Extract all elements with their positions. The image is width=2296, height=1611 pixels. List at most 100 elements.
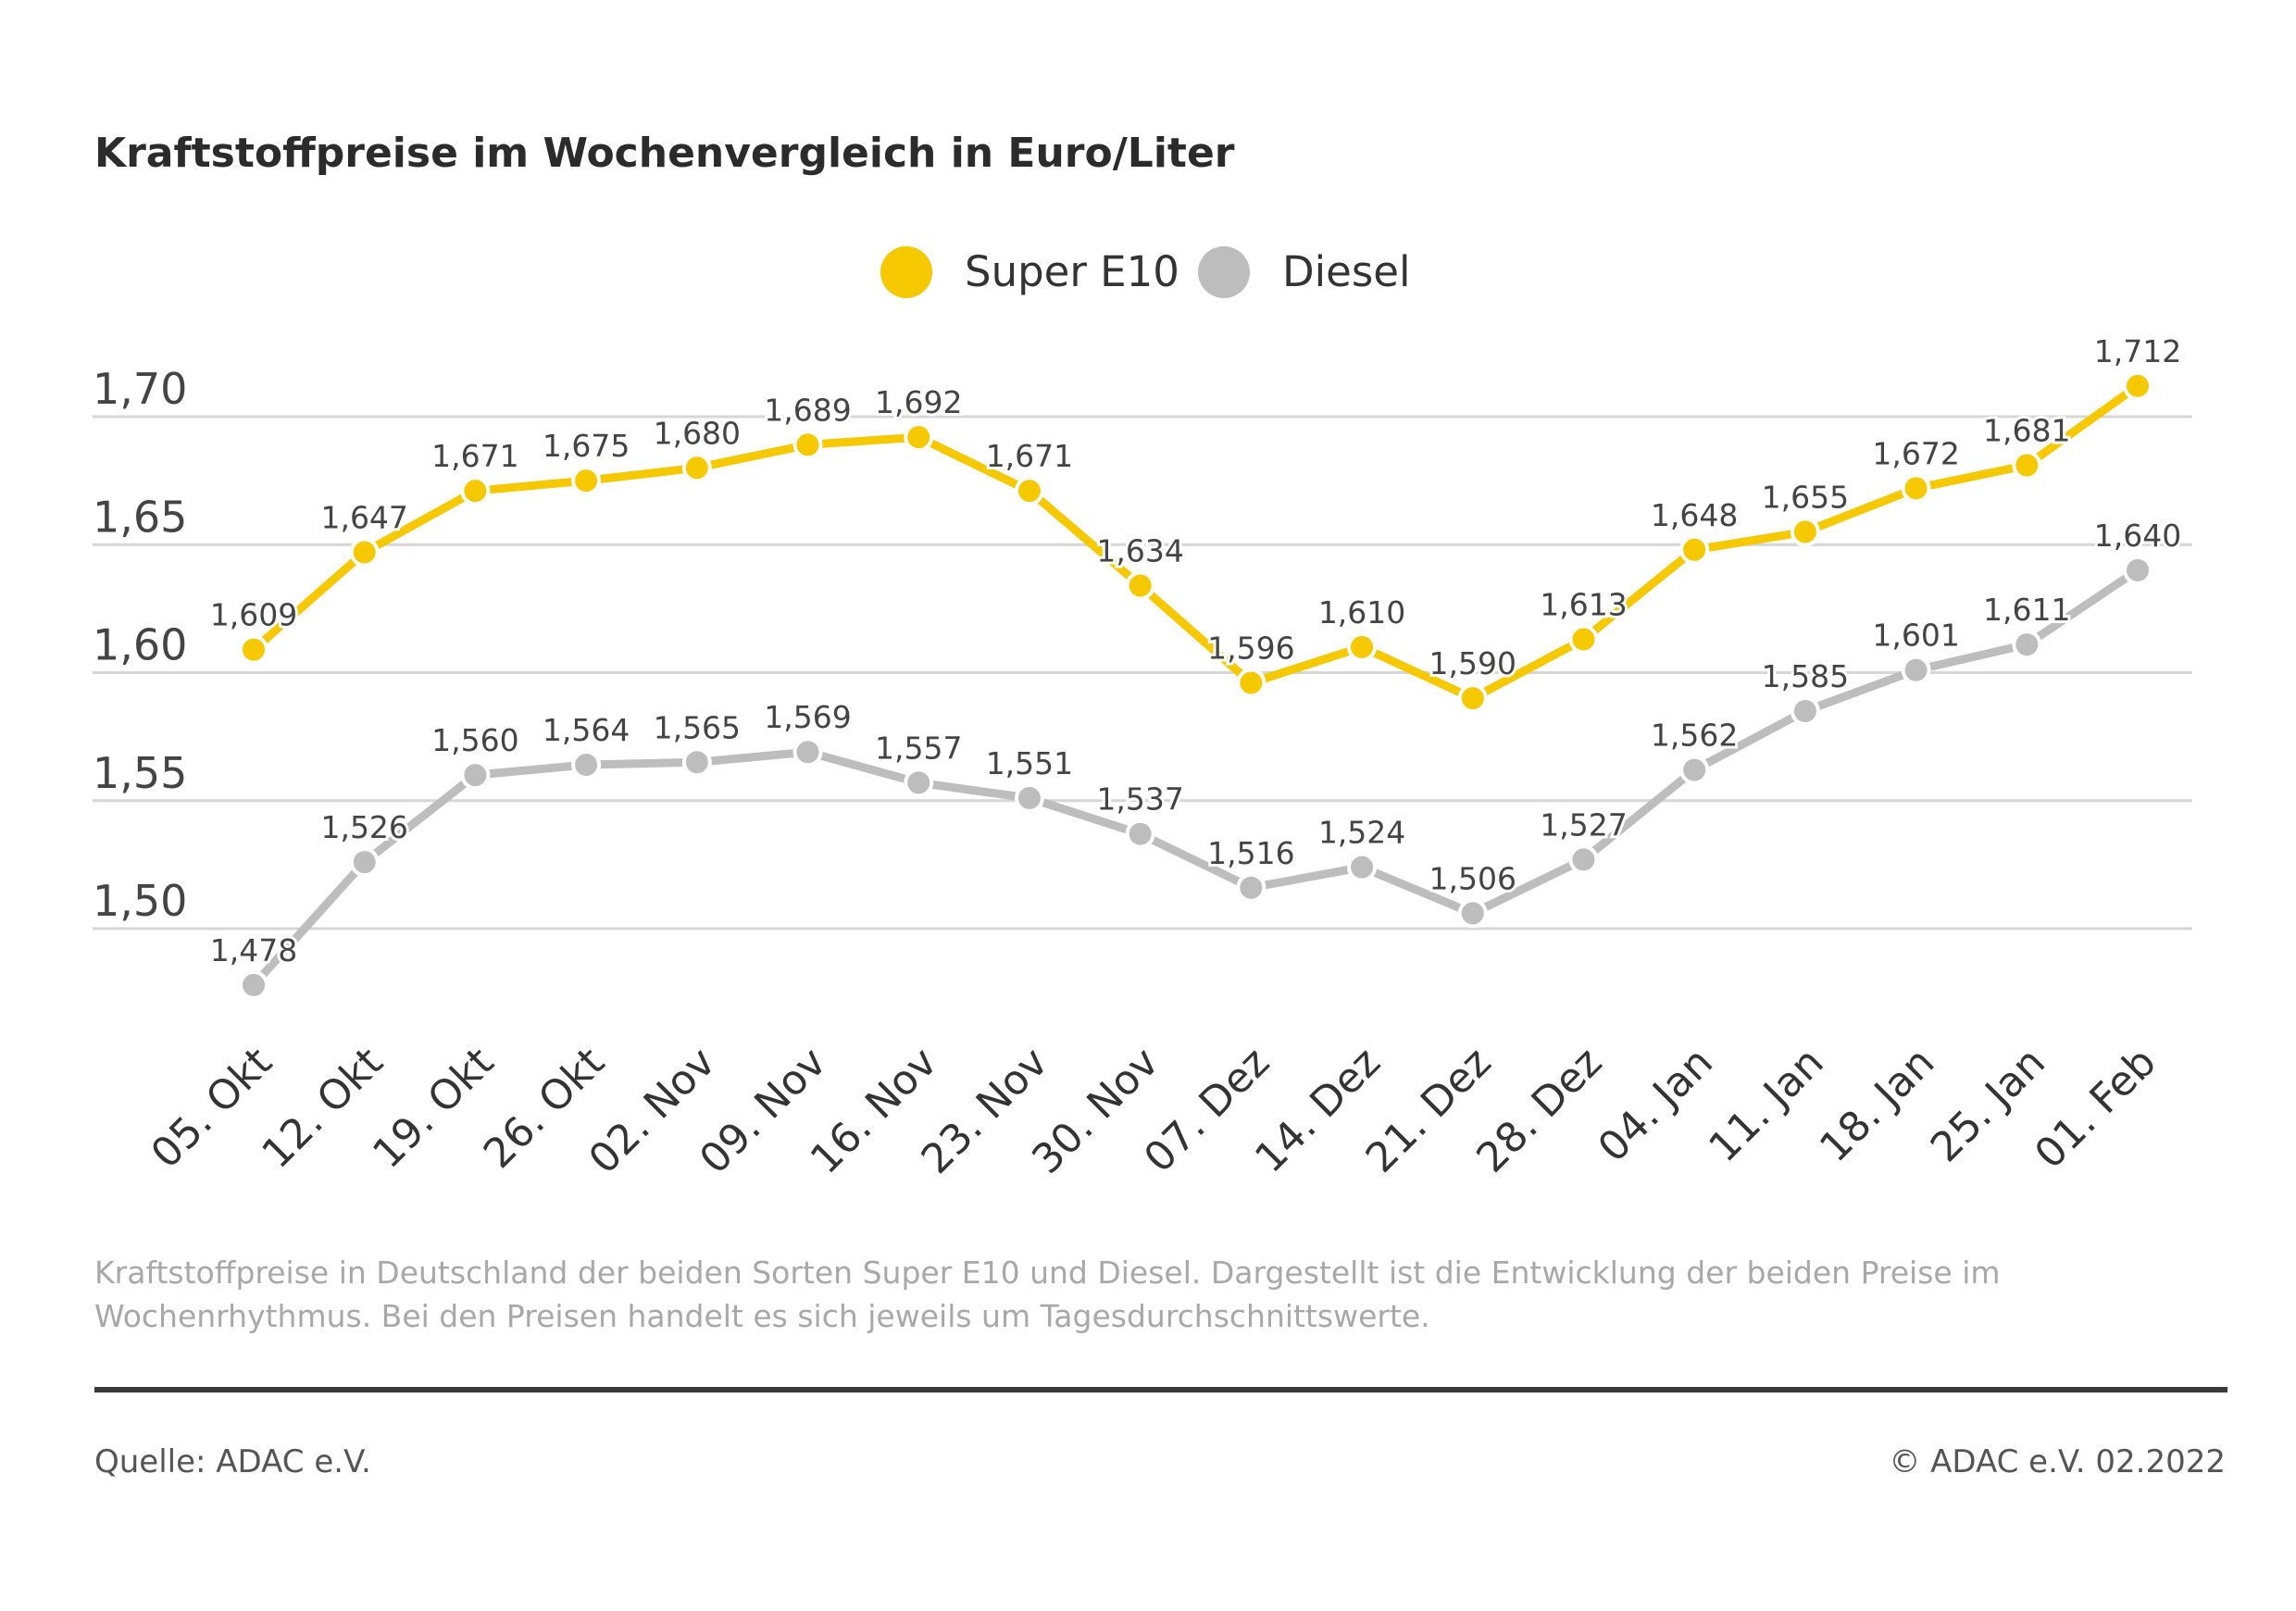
data-label: 1,565: [654, 709, 741, 745]
data-point: [239, 969, 268, 1000]
data-point: [1901, 655, 1931, 685]
data-point: [460, 476, 491, 506]
x-tick-label: 01. Feb: [2026, 1039, 2165, 1179]
data-label: 1,680: [654, 415, 741, 451]
data-label: 1,640: [2094, 518, 2181, 554]
data-point: [1679, 755, 1710, 785]
data-point: [904, 768, 934, 798]
data-point: [1347, 631, 1378, 662]
y-tick-label: 1,65: [93, 492, 187, 542]
data-label: 1,524: [1318, 815, 1405, 851]
data-point: [1457, 898, 1488, 929]
data-point: [904, 422, 934, 453]
data-label: 1,712: [2094, 333, 2181, 369]
data-point: [681, 453, 712, 483]
y-tick-label: 1,70: [93, 364, 187, 414]
data-label: 1,590: [1429, 645, 1516, 681]
legend-marker-0: [880, 246, 932, 298]
data-point: [460, 760, 491, 791]
data-point: [1568, 624, 1599, 655]
data-label: 1,569: [764, 699, 851, 735]
data-label: 1,526: [320, 809, 407, 845]
data-point: [1236, 872, 1267, 903]
data-label: 1,609: [210, 597, 297, 633]
data-point: [681, 747, 712, 778]
data-label: 1,562: [1651, 718, 1738, 754]
data-point: [1125, 818, 1155, 849]
data-label: 1,557: [875, 730, 962, 766]
x-tick-label: 12. Okt: [253, 1039, 392, 1178]
data-label: 1,634: [1096, 532, 1183, 568]
data-point: [1568, 844, 1599, 875]
data-label: 1,647: [320, 500, 407, 536]
series-line: [250, 567, 2140, 988]
data-point: [792, 737, 823, 768]
data-label: 1,516: [1207, 835, 1294, 871]
data-point: [2123, 370, 2152, 401]
data-point: [1236, 668, 1267, 698]
data-label: 1,611: [1983, 592, 2070, 628]
data-point: [239, 634, 268, 665]
data-label: 1,671: [986, 438, 1073, 474]
y-tick-label: 1,55: [93, 748, 187, 798]
data-label: 1,655: [1762, 479, 1849, 515]
data-point: [1790, 517, 1820, 547]
data-point: [349, 847, 380, 878]
x-tick-label: 19. Okt: [364, 1039, 503, 1178]
data-point: [2012, 630, 2042, 660]
data-point: [1347, 852, 1378, 882]
x-tick-label: 28. Dez: [1467, 1039, 1611, 1182]
footnote-line-2: Wochenrhythmus. Bei den Preisen handelt …: [94, 1298, 1430, 1334]
data-label: 1,560: [431, 722, 518, 758]
data-point: [2123, 555, 2152, 585]
x-tick-label: 18. Jan: [1811, 1039, 1943, 1171]
divider: [94, 1387, 2227, 1392]
data-point: [1901, 473, 1931, 504]
data-label: 1,537: [1096, 781, 1183, 818]
legend: Super E10 Diesel: [880, 246, 1410, 298]
legend-label-0: Super E10: [965, 247, 1179, 296]
data-label: 1,551: [986, 745, 1073, 781]
data-label: 1,648: [1651, 497, 1738, 533]
footnote-line-1: Kraftstoffpreise in Deutschland der beid…: [94, 1255, 2001, 1291]
data-point: [792, 430, 823, 460]
data-label: 1,681: [1983, 413, 2070, 449]
data-label: 1,692: [875, 384, 962, 420]
data-point: [1679, 534, 1710, 565]
data-label: 1,675: [543, 428, 630, 464]
data-label: 1,506: [1429, 860, 1516, 896]
series-group: 1,478 1,526 1,560 1,564 1,565 1,569 1,557 1,551…: [207, 331, 2184, 1000]
data-point: [1125, 570, 1155, 601]
data-label: 1,689: [764, 392, 851, 428]
data-label: 1,596: [1207, 631, 1294, 667]
data-label: 1,585: [1762, 658, 1849, 694]
y-tick-label: 1,50: [93, 876, 187, 926]
data-point: [571, 750, 602, 781]
x-tick-label: 04. Jan: [1590, 1039, 1722, 1171]
grid: 1,70 1,65 1,60 1,55 1,50: [93, 364, 2192, 930]
data-point: [1790, 695, 1820, 726]
data-point: [1014, 782, 1044, 813]
data-label: 1,527: [1540, 806, 1627, 843]
data-point: [571, 466, 602, 496]
data-label: 1,610: [1318, 594, 1405, 631]
x-tick-label: 05. Okt: [143, 1039, 281, 1178]
data-label: 1,601: [1872, 618, 1959, 654]
data-point: [1457, 683, 1488, 714]
chart-title: Kraftstoffpreise im Wochenvergleich in E…: [94, 130, 1235, 177]
source-text: Quelle: ADAC e.V.: [94, 1443, 371, 1480]
data-point: [2012, 450, 2042, 481]
data-point: [349, 537, 380, 568]
y-tick-label: 1,60: [93, 620, 187, 670]
data-label: 1,672: [1872, 435, 1959, 471]
x-tick-label: 11. Jan: [1700, 1039, 1832, 1171]
legend-label-1: Diesel: [1282, 247, 1410, 296]
data-label: 1,613: [1540, 587, 1627, 623]
series-line: [251, 382, 2140, 703]
data-point: [1014, 476, 1044, 506]
data-label: 1,671: [431, 438, 518, 474]
legend-marker-1: [1198, 246, 1250, 298]
copyright-text: © ADAC e.V. 02.2022: [1889, 1443, 2226, 1480]
